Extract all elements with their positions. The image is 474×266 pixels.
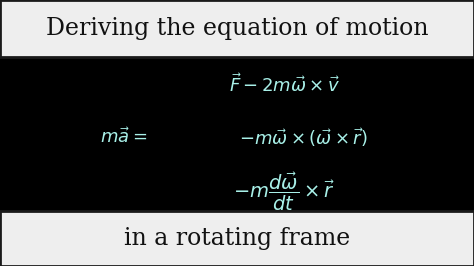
Bar <box>0 211 474 266</box>
Text: $- m\dfrac{d\vec{\omega}}{dt} \times \vec{r}$: $- m\dfrac{d\vec{\omega}}{dt} \times \ve… <box>233 170 336 213</box>
Text: Deriving the equation of motion: Deriving the equation of motion <box>46 17 428 40</box>
Text: $m\vec{a} =$: $m\vec{a} =$ <box>100 127 147 147</box>
Text: in a rotating frame: in a rotating frame <box>124 227 350 250</box>
Text: $\vec{F} - 2m\vec{\omega} \times \vec{v}$: $\vec{F} - 2m\vec{\omega} \times \vec{v}… <box>229 73 340 96</box>
Text: $- m\vec{\omega} \times (\vec{\omega} \times \vec{r})$: $- m\vec{\omega} \times (\vec{\omega} \t… <box>239 126 368 149</box>
Bar <box>0 0 474 57</box>
